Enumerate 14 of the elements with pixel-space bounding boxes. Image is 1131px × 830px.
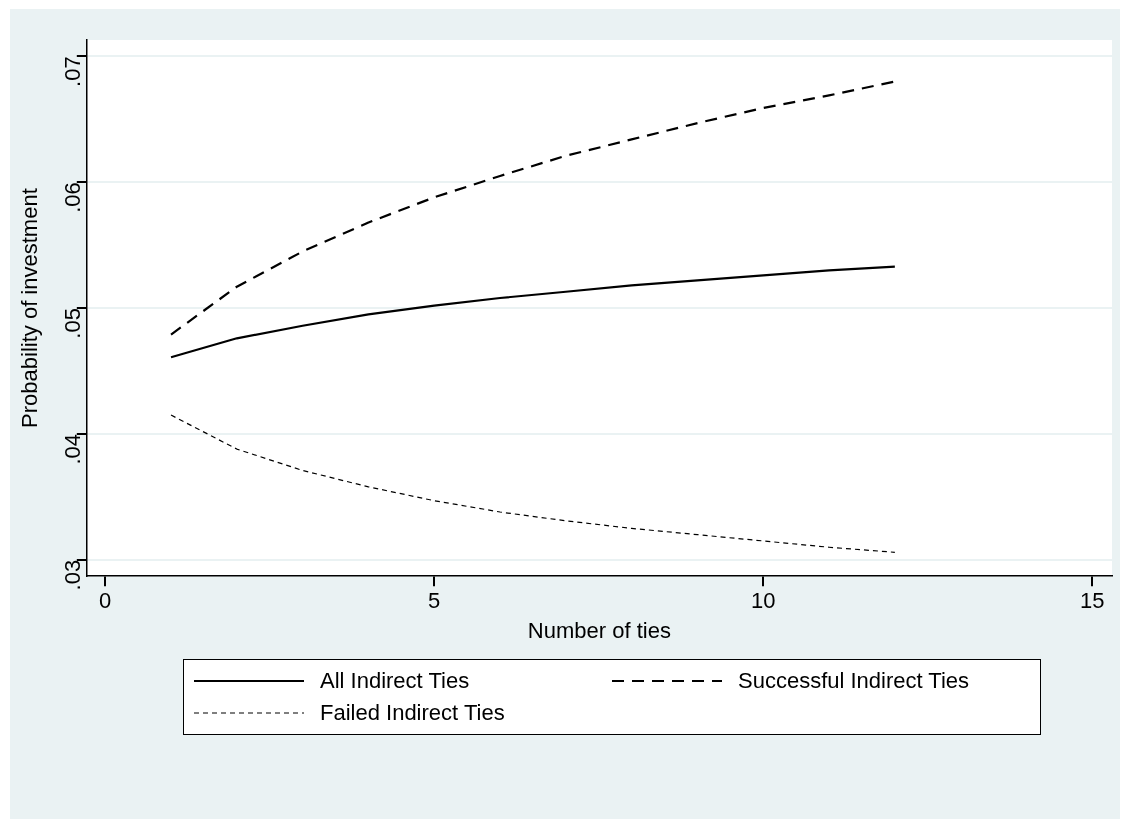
y-tick-label: .06 <box>59 182 85 213</box>
x-tick-label: 0 <box>99 588 112 614</box>
x-tick-label: 10 <box>751 588 776 614</box>
x-tick-label: 5 <box>428 588 441 614</box>
legend-label: Failed Indirect Ties <box>320 700 505 726</box>
x-axis-title: Number of ties <box>527 617 671 643</box>
y-tick-label: .03 <box>59 559 85 591</box>
x-tick-label: 15 <box>1080 588 1105 614</box>
y-tick-label: .07 <box>59 56 85 87</box>
legend-label: Successful Indirect Ties <box>738 668 970 694</box>
y-axis-title: Probability of investment <box>17 188 43 428</box>
y-tick-label: .04 <box>59 433 85 465</box>
y-tick-label: .05 <box>59 308 85 339</box>
legend-label: All Indirect Ties <box>320 668 470 694</box>
